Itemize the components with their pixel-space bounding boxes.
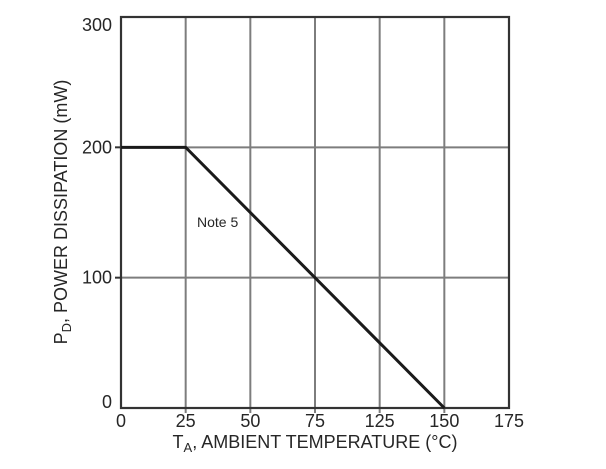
x-tick-label: 75 (305, 411, 325, 431)
note-annotation: Note 5 (197, 214, 238, 230)
x-axis-title-symbol: T (173, 432, 184, 452)
plot-border (119, 15, 511, 410)
x-axis-title-subscript: A (184, 440, 193, 455)
derating-line (121, 145, 446, 410)
x-tick-label: 50 (240, 411, 260, 431)
x-axis-title-text: , AMBIENT TEMPERATURE (°C) (192, 432, 457, 452)
y-axis-title-text: , POWER DISSIPATION (mW) (51, 80, 71, 323)
y-tick-label: 300 (82, 15, 112, 35)
x-tick-label: 175 (494, 411, 524, 431)
y-tick-label: 100 (82, 268, 112, 288)
x-tick-label: 0 (116, 411, 126, 431)
y-axis-title: PD, POWER DISSIPATION (mW) (51, 80, 74, 345)
x-tick-label: 150 (429, 411, 459, 431)
x-axis-title: TA, AMBIENT TEMPERATURE (°C) (173, 432, 458, 455)
x-tick-label: 125 (365, 411, 395, 431)
y-axis-title-symbol: P (51, 332, 71, 344)
y-tick-label: 0 (102, 392, 112, 412)
x-tick-label: 25 (176, 411, 196, 431)
tick-labels-layer: 0 25 50 75 125 150 175 0 100 200 300 (82, 15, 524, 431)
y-axis-title-subscript: D (59, 323, 74, 332)
grid-layer (115, 17, 509, 413)
y-tick-label: 200 (82, 137, 112, 157)
